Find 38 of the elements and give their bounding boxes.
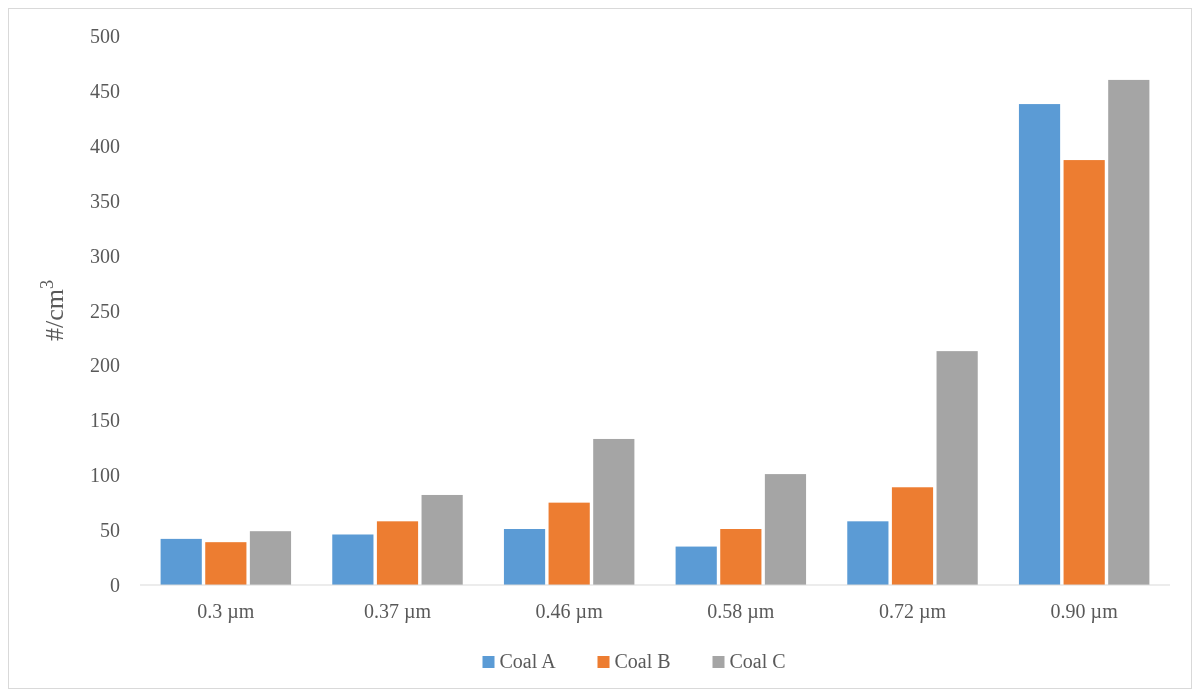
bar — [503, 529, 546, 585]
bar — [376, 521, 419, 585]
bar — [675, 546, 717, 585]
y-tick-label: 300 — [90, 244, 120, 267]
x-tick-label: 0.72 µm — [878, 600, 947, 623]
bar — [1063, 160, 1105, 585]
bar — [332, 534, 374, 585]
y-tick-label: 50 — [100, 519, 120, 542]
x-tick-label: 0.58 µm — [707, 600, 775, 623]
bar — [160, 538, 202, 585]
bar — [593, 438, 635, 585]
y-tick-label: 350 — [90, 189, 120, 212]
bar — [936, 351, 978, 585]
y-tick-label: 200 — [90, 354, 120, 377]
bar — [548, 502, 590, 585]
bar — [764, 474, 807, 585]
bar — [891, 487, 934, 585]
bar — [249, 531, 292, 585]
bar — [720, 529, 762, 585]
x-tick-label: 0.90 µm — [1050, 600, 1119, 623]
y-tick-label: 250 — [90, 299, 120, 322]
legend-label: Coal A — [499, 650, 557, 672]
bar — [421, 494, 463, 585]
bar — [1018, 104, 1061, 585]
legend-label: Coal B — [614, 650, 671, 672]
bar — [847, 521, 889, 585]
x-tick-label: 0.37 µm — [363, 600, 432, 623]
y-tick-label: 0 — [110, 574, 120, 596]
x-tick-label: 0.46 µm — [535, 600, 604, 623]
bar — [1108, 79, 1150, 585]
bar — [205, 542, 247, 585]
y-tick-label: 400 — [90, 134, 120, 157]
y-tick-label: 100 — [90, 464, 120, 487]
y-tick-label: 150 — [90, 409, 120, 432]
y-tick-label: 500 — [90, 25, 120, 47]
legend-label: Coal C — [729, 650, 786, 672]
y-tick-label: 450 — [90, 79, 120, 102]
x-tick-label: 0.3 µm — [197, 600, 255, 623]
